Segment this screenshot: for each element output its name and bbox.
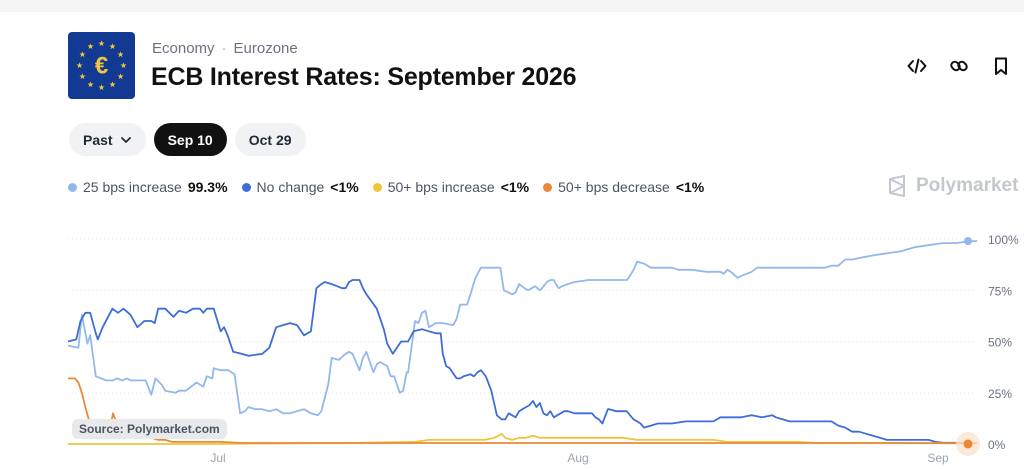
series-line-0 (67, 240, 978, 417)
source-label: Source: Polymarket.com (72, 419, 227, 439)
top-bar (0, 0, 1024, 12)
flag-star (117, 73, 124, 80)
flag-star (76, 62, 83, 69)
y-tick-label: 100% (988, 233, 1019, 247)
legend-value: <1% (330, 179, 359, 195)
breadcrumb-subcategory[interactable]: Eurozone (233, 40, 298, 57)
page-title: ECB Interest Rates: September 2026 (151, 63, 577, 91)
chevron-down-icon (120, 136, 131, 143)
flag-star (98, 40, 105, 47)
date-pill-oct-29[interactable]: Oct 29 (234, 123, 306, 156)
legend-item-25bps-increase[interactable]: 25 bps increase 99.3% (68, 179, 228, 195)
flag-star (117, 51, 124, 58)
flag-star (87, 43, 94, 50)
bookmark-button[interactable] (990, 55, 1012, 77)
breadcrumb: Economy · Eurozone (152, 40, 298, 57)
brand-name: Polymarket (916, 175, 1019, 196)
series-end-marker (963, 439, 973, 449)
y-tick-label: 25% (988, 387, 1012, 401)
series-line-2 (68, 432, 978, 445)
chart-legend: 25 bps increase 99.3% No change <1% 50+ … (68, 179, 704, 195)
legend-dot (543, 182, 553, 192)
legend-item-50bps-decrease[interactable]: 50+ bps decrease <1% (543, 179, 704, 195)
flag-star (120, 62, 127, 69)
flag-star (87, 81, 94, 88)
x-tick-label: Jul (210, 451, 225, 465)
series-end-marker (964, 237, 972, 246)
y-tick-label: 0% (988, 438, 1006, 452)
legend-label: 25 bps increase (83, 179, 182, 195)
legend-item-50bps-increase[interactable]: 50+ bps increase <1% (372, 179, 530, 195)
date-pill-sep-10[interactable]: Sep 10 (153, 123, 227, 156)
date-pill-label: Sep 10 (167, 131, 213, 148)
legend-item-no-change[interactable]: No change <1% (241, 179, 359, 195)
y-tick-label: 50% (988, 336, 1012, 350)
flag-star (109, 43, 116, 50)
flag-star (98, 84, 105, 91)
polymarket-logo-icon (889, 175, 905, 197)
legend-value: <1% (675, 179, 705, 195)
date-pill-label: Oct 29 (248, 131, 292, 148)
flag-star (79, 73, 86, 80)
euro-symbol: € (95, 53, 108, 80)
link-icon (950, 60, 968, 72)
breadcrumb-separator: · (221, 40, 227, 57)
euro-flag-icon: € (68, 32, 135, 99)
legend-label: 50+ bps increase (387, 179, 495, 195)
y-tick-label: 75% (988, 284, 1012, 298)
flag-star (79, 51, 86, 58)
code-icon (907, 58, 927, 74)
breadcrumb-category[interactable]: Economy (152, 40, 215, 57)
copy-link-button[interactable] (948, 55, 970, 77)
x-tick-label: Aug (567, 451, 588, 465)
legend-label: 50+ bps decrease (558, 179, 670, 195)
x-tick-label: Sep (927, 451, 949, 465)
past-dates-dropdown[interactable]: Past (69, 123, 146, 156)
legend-label: No change (256, 179, 325, 195)
action-toolbar (906, 55, 1012, 77)
date-selector: Past Sep 10 Oct 29 (69, 123, 306, 156)
eurozone-flag-logo: € (68, 32, 135, 99)
legend-value: <1% (500, 179, 530, 195)
legend-dot (372, 182, 382, 192)
legend-dot (68, 182, 77, 192)
series-line-1 (67, 279, 978, 444)
flag-star (109, 81, 116, 88)
legend-value: 99.3% (187, 179, 228, 195)
polymarket-watermark: Polymarket (886, 175, 1018, 197)
legend-dot (241, 182, 251, 192)
embed-button[interactable] (906, 55, 928, 77)
past-label: Past (83, 131, 113, 148)
bookmark-icon (995, 57, 1007, 75)
